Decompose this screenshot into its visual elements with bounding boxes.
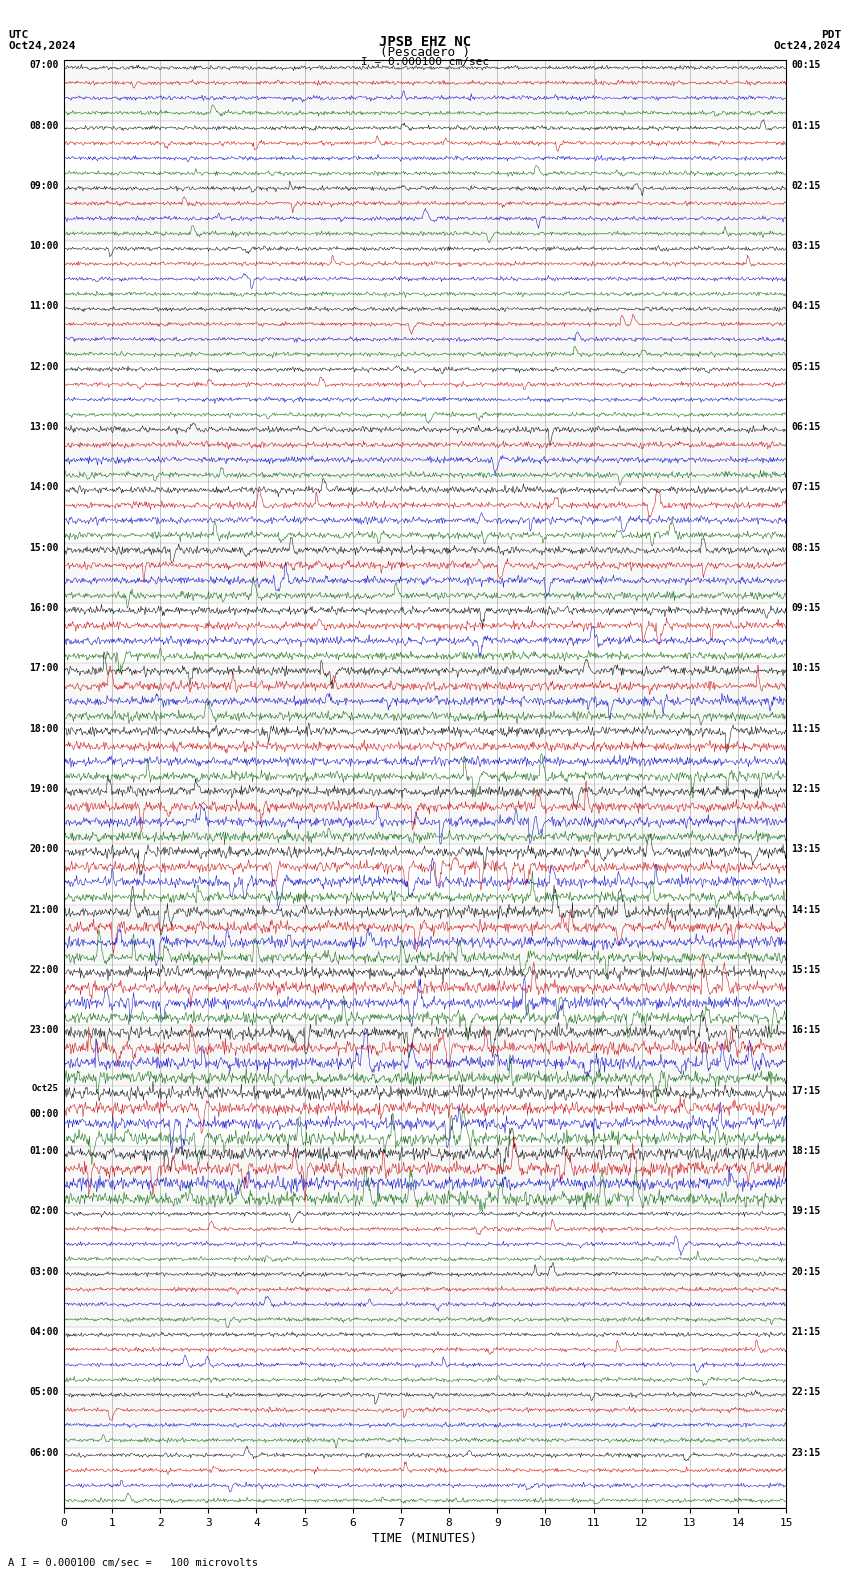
Text: 22:00: 22:00 (29, 965, 59, 976)
Bar (64, 1025, 786, 1085)
Text: 02:15: 02:15 (791, 181, 821, 190)
Text: 17:15: 17:15 (791, 1085, 821, 1096)
Text: PDT: PDT (821, 30, 842, 40)
Text: 16:15: 16:15 (791, 1025, 821, 1036)
Text: 04:00: 04:00 (29, 1327, 59, 1337)
Text: 02:00: 02:00 (29, 1207, 59, 1217)
Bar (64, 120, 786, 181)
Text: 20:00: 20:00 (29, 844, 59, 854)
Text: 12:15: 12:15 (791, 784, 821, 794)
Text: 17:00: 17:00 (29, 664, 59, 673)
Text: 14:15: 14:15 (791, 904, 821, 914)
Text: 20:15: 20:15 (791, 1267, 821, 1277)
Bar (64, 844, 786, 904)
Text: JPSB EHZ NC: JPSB EHZ NC (379, 35, 471, 49)
Text: 13:15: 13:15 (791, 844, 821, 854)
Text: 21:15: 21:15 (791, 1327, 821, 1337)
Bar (64, 241, 786, 301)
X-axis label: TIME (MINUTES): TIME (MINUTES) (372, 1532, 478, 1544)
Bar (64, 361, 786, 421)
Text: Oct24,2024: Oct24,2024 (774, 41, 842, 51)
Text: 07:00: 07:00 (29, 60, 59, 70)
Text: 03:00: 03:00 (29, 1267, 59, 1277)
Text: 15:00: 15:00 (29, 543, 59, 553)
Text: UTC: UTC (8, 30, 29, 40)
Text: 06:15: 06:15 (791, 421, 821, 432)
Text: 11:00: 11:00 (29, 301, 59, 312)
Bar (64, 543, 786, 604)
Text: 01:15: 01:15 (791, 120, 821, 130)
Text: 14:00: 14:00 (29, 483, 59, 493)
Bar (64, 181, 786, 241)
Text: 15:15: 15:15 (791, 965, 821, 976)
Text: 05:00: 05:00 (29, 1388, 59, 1397)
Text: 00:15: 00:15 (791, 60, 821, 70)
Text: 06:00: 06:00 (29, 1448, 59, 1457)
Bar (64, 423, 786, 483)
Text: 19:15: 19:15 (791, 1207, 821, 1217)
Text: 08:15: 08:15 (791, 543, 821, 553)
Bar (64, 60, 786, 120)
Bar (64, 1147, 786, 1207)
Text: 12:00: 12:00 (29, 361, 59, 372)
Text: 13:00: 13:00 (29, 421, 59, 432)
Text: (Pescadero ): (Pescadero ) (380, 46, 470, 59)
Text: 00:00: 00:00 (29, 1109, 59, 1118)
Text: 07:15: 07:15 (791, 483, 821, 493)
Text: 11:15: 11:15 (791, 724, 821, 733)
Text: A I = 0.000100 cm/sec =   100 microvolts: A I = 0.000100 cm/sec = 100 microvolts (8, 1559, 258, 1568)
Bar (64, 1267, 786, 1327)
Bar (64, 724, 786, 784)
Bar (64, 1327, 786, 1388)
Text: 09:00: 09:00 (29, 181, 59, 190)
Text: 09:15: 09:15 (791, 604, 821, 613)
Text: 05:15: 05:15 (791, 361, 821, 372)
Text: Oct25: Oct25 (31, 1085, 59, 1093)
Bar (64, 483, 786, 543)
Bar (64, 965, 786, 1025)
Bar (64, 904, 786, 965)
Text: 16:00: 16:00 (29, 604, 59, 613)
Text: 23:15: 23:15 (791, 1448, 821, 1457)
Text: 22:15: 22:15 (791, 1388, 821, 1397)
Text: 21:00: 21:00 (29, 904, 59, 914)
Bar (64, 784, 786, 844)
Bar (64, 1207, 786, 1267)
Text: 23:00: 23:00 (29, 1025, 59, 1036)
Text: I = 0.000100 cm/sec: I = 0.000100 cm/sec (361, 57, 489, 67)
Text: 19:00: 19:00 (29, 784, 59, 794)
Text: 01:00: 01:00 (29, 1147, 59, 1156)
Bar (64, 604, 786, 664)
Text: Oct24,2024: Oct24,2024 (8, 41, 76, 51)
Text: 08:00: 08:00 (29, 120, 59, 130)
Bar (64, 1448, 786, 1508)
Text: 10:15: 10:15 (791, 664, 821, 673)
Text: 18:15: 18:15 (791, 1147, 821, 1156)
Text: 18:00: 18:00 (29, 724, 59, 733)
Text: 04:15: 04:15 (791, 301, 821, 312)
Bar (64, 664, 786, 724)
Bar (64, 1388, 786, 1448)
Text: 10:00: 10:00 (29, 241, 59, 252)
Text: 03:15: 03:15 (791, 241, 821, 252)
Bar (64, 1085, 786, 1145)
Bar (64, 301, 786, 361)
